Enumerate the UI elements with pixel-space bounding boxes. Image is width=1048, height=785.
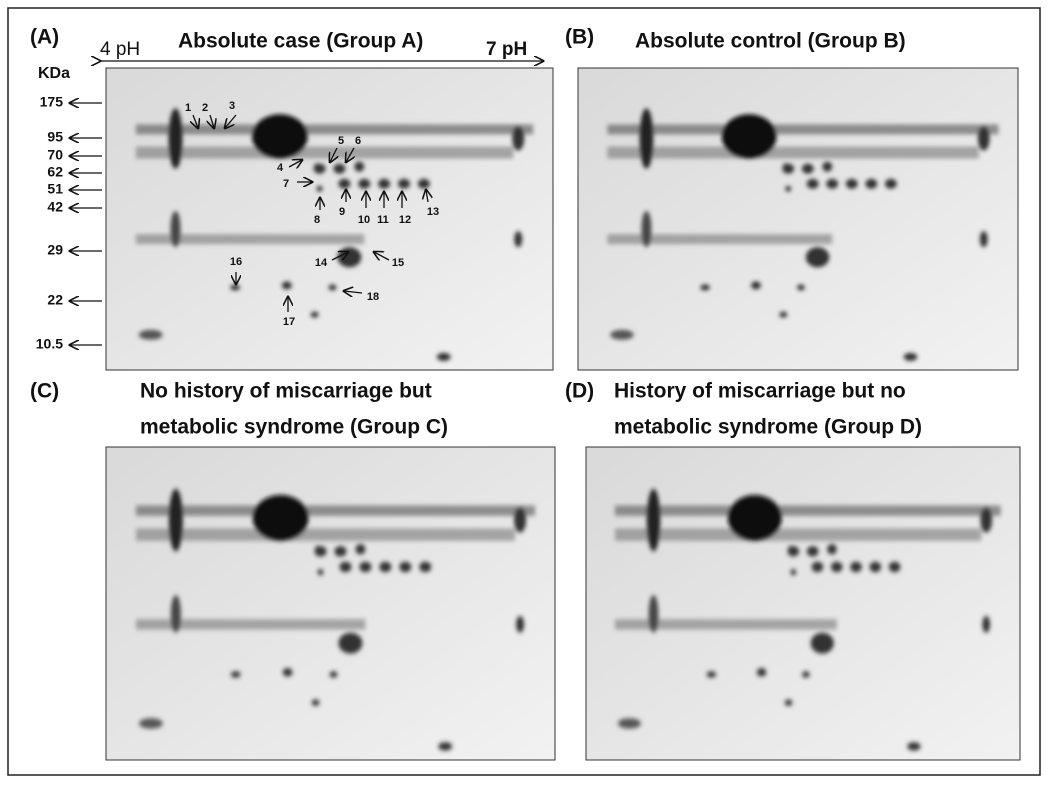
panel-label: (C)	[30, 380, 59, 403]
mw-marker-label: 51	[47, 181, 63, 197]
figure: (A) Absolute case (Group A) 4 pH 7 pH KD…	[0, 0, 1048, 780]
mw-marker-label: 175	[40, 94, 64, 110]
panel-label: (D)	[565, 380, 594, 403]
spot-number: 12	[399, 214, 411, 226]
spot-number: 10	[358, 214, 370, 226]
spot-number: 4	[277, 162, 284, 174]
spot-number: 8	[314, 214, 320, 226]
spot-number: 14	[315, 257, 328, 269]
ph-end: 7 pH	[486, 39, 527, 60]
spot-number: 7	[283, 178, 289, 190]
spot-number: 5	[338, 135, 344, 147]
mw-marker-label: 22	[47, 292, 63, 308]
panel-label: (B)	[565, 26, 594, 49]
mw-marker-label: 10.5	[36, 336, 63, 352]
gel-image	[578, 68, 1018, 370]
mw-marker-label: 62	[47, 164, 63, 180]
spot-number: 6	[355, 135, 361, 147]
panel-label: (A)	[30, 26, 59, 49]
mw-marker-label: 42	[47, 199, 63, 215]
gel-image	[586, 447, 1020, 760]
spot-number: 1	[185, 102, 191, 114]
panel-title: Absolute case (Group A)	[178, 30, 423, 53]
spot-number: 9	[339, 206, 345, 218]
spot-number: 17	[283, 316, 295, 328]
panel-title: No history of miscarriage but	[140, 380, 432, 403]
spot-number: 15	[392, 257, 404, 269]
spot-number: 11	[377, 214, 389, 226]
spot-number: 3	[229, 100, 235, 112]
ph-start: 4 pH	[100, 39, 140, 60]
gel-image	[106, 68, 553, 370]
spot-number: 13	[427, 206, 439, 218]
spot-number: 18	[367, 291, 379, 303]
panel-title: Absolute control (Group B)	[635, 30, 906, 53]
panel-title: metabolic syndrome (Group C)	[140, 416, 448, 439]
mw-unit: KDa	[38, 65, 70, 82]
panel-title: metabolic syndrome (Group D)	[614, 416, 922, 439]
mw-marker-label: 95	[47, 129, 63, 145]
spot-number: 16	[230, 256, 242, 268]
gel-image	[106, 447, 555, 760]
spot-number: 2	[202, 102, 208, 114]
panel-title: History of miscarriage but no	[614, 380, 906, 403]
mw-marker-label: 29	[47, 242, 63, 258]
mw-marker-label: 70	[47, 147, 63, 163]
